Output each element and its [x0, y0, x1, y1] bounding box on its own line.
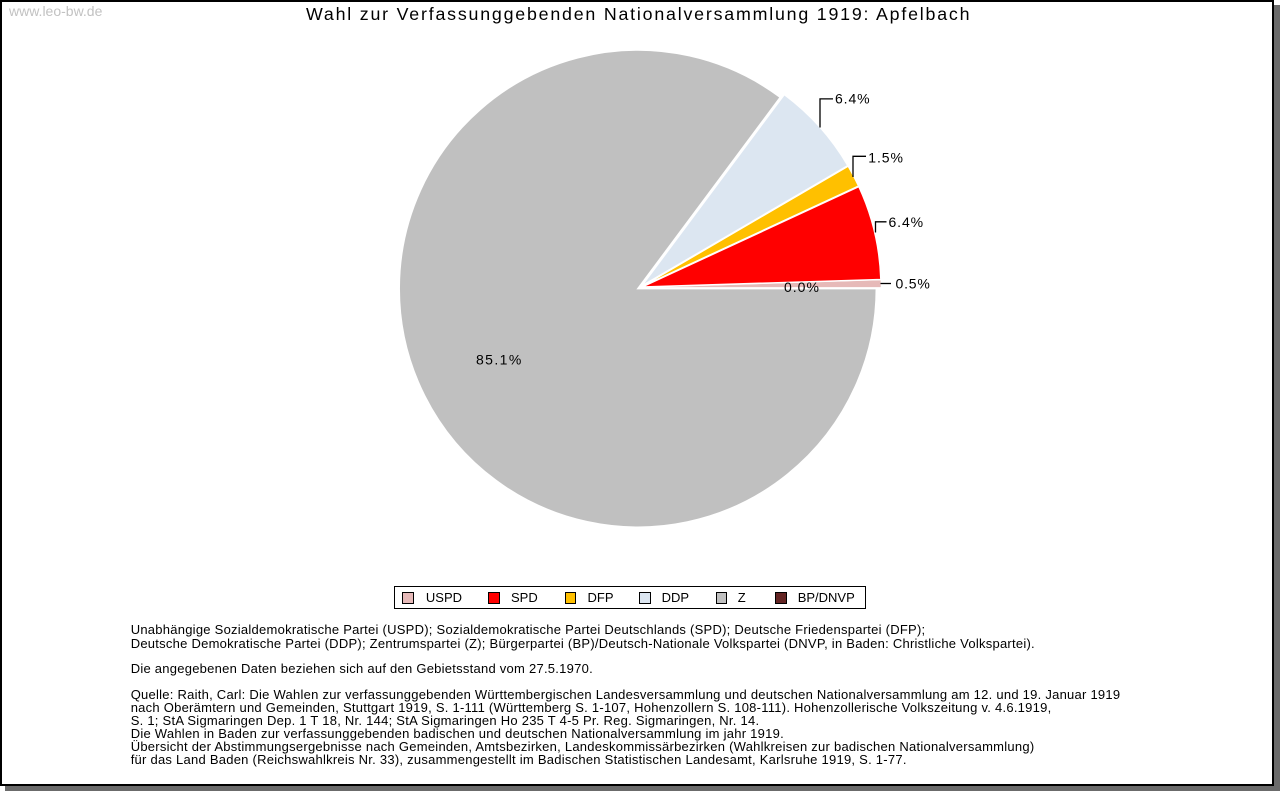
svg-text:6.4%: 6.4% [835, 91, 871, 107]
svg-text:1.5%: 1.5% [868, 150, 904, 166]
svg-text:0.5%: 0.5% [896, 276, 931, 292]
svg-text:85.1%: 85.1% [476, 351, 523, 367]
svg-text:6.4%: 6.4% [889, 214, 925, 230]
svg-text:0.0%: 0.0% [784, 279, 820, 295]
